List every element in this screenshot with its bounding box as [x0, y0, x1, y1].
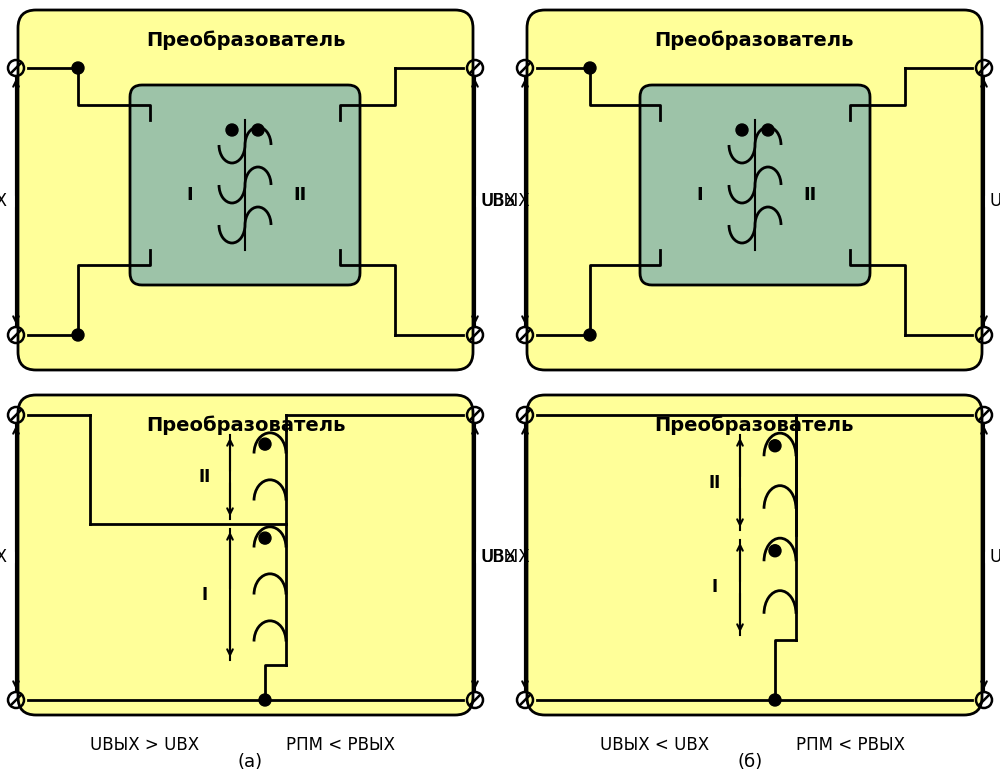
- FancyBboxPatch shape: [18, 10, 473, 370]
- FancyBboxPatch shape: [527, 10, 982, 370]
- FancyBboxPatch shape: [18, 395, 473, 715]
- Text: UВЫХ: UВЫХ: [989, 192, 1000, 210]
- Text: Преобразователь: Преобразователь: [146, 415, 345, 435]
- Circle shape: [769, 694, 781, 706]
- Circle shape: [762, 124, 774, 136]
- Text: PПМ < PВЫХ: PПМ < PВЫХ: [796, 736, 904, 754]
- Text: II: II: [709, 473, 721, 492]
- Text: Преобразователь: Преобразователь: [655, 415, 854, 435]
- Circle shape: [769, 440, 781, 452]
- Text: UВЫХ: UВЫХ: [989, 548, 1000, 567]
- Circle shape: [226, 124, 238, 136]
- FancyBboxPatch shape: [130, 85, 360, 285]
- Text: Преобразователь: Преобразователь: [146, 30, 345, 49]
- Text: (а): (а): [237, 753, 263, 771]
- Circle shape: [259, 694, 271, 706]
- Text: I: I: [187, 186, 193, 204]
- Text: Преобразователь: Преобразователь: [655, 30, 854, 49]
- Circle shape: [259, 532, 271, 544]
- Circle shape: [72, 62, 84, 74]
- Circle shape: [259, 438, 271, 450]
- Text: UВЫХ: UВЫХ: [480, 192, 530, 210]
- Circle shape: [769, 545, 781, 557]
- Circle shape: [584, 62, 596, 74]
- Text: UВХ: UВХ: [482, 548, 516, 567]
- Text: II: II: [803, 186, 817, 204]
- Circle shape: [252, 124, 264, 136]
- Text: I: I: [712, 578, 718, 597]
- Circle shape: [736, 124, 748, 136]
- Text: II: II: [199, 468, 211, 486]
- Text: UВХ: UВХ: [482, 192, 516, 210]
- Text: I: I: [697, 186, 703, 204]
- Text: II: II: [293, 186, 307, 204]
- Text: UВЫХ < UВХ: UВЫХ < UВХ: [600, 736, 710, 754]
- Circle shape: [584, 329, 596, 341]
- Text: (б): (б): [737, 753, 763, 771]
- Text: I: I: [202, 585, 208, 604]
- FancyBboxPatch shape: [640, 85, 870, 285]
- Circle shape: [72, 329, 84, 341]
- FancyBboxPatch shape: [527, 395, 982, 715]
- Text: UВЫХ: UВЫХ: [480, 548, 530, 567]
- Text: UВЫХ > UВХ: UВЫХ > UВХ: [90, 736, 200, 754]
- Text: UВХ: UВХ: [0, 548, 8, 567]
- Text: PПМ < PВЫХ: PПМ < PВЫХ: [286, 736, 394, 754]
- Text: UВХ: UВХ: [0, 192, 8, 210]
